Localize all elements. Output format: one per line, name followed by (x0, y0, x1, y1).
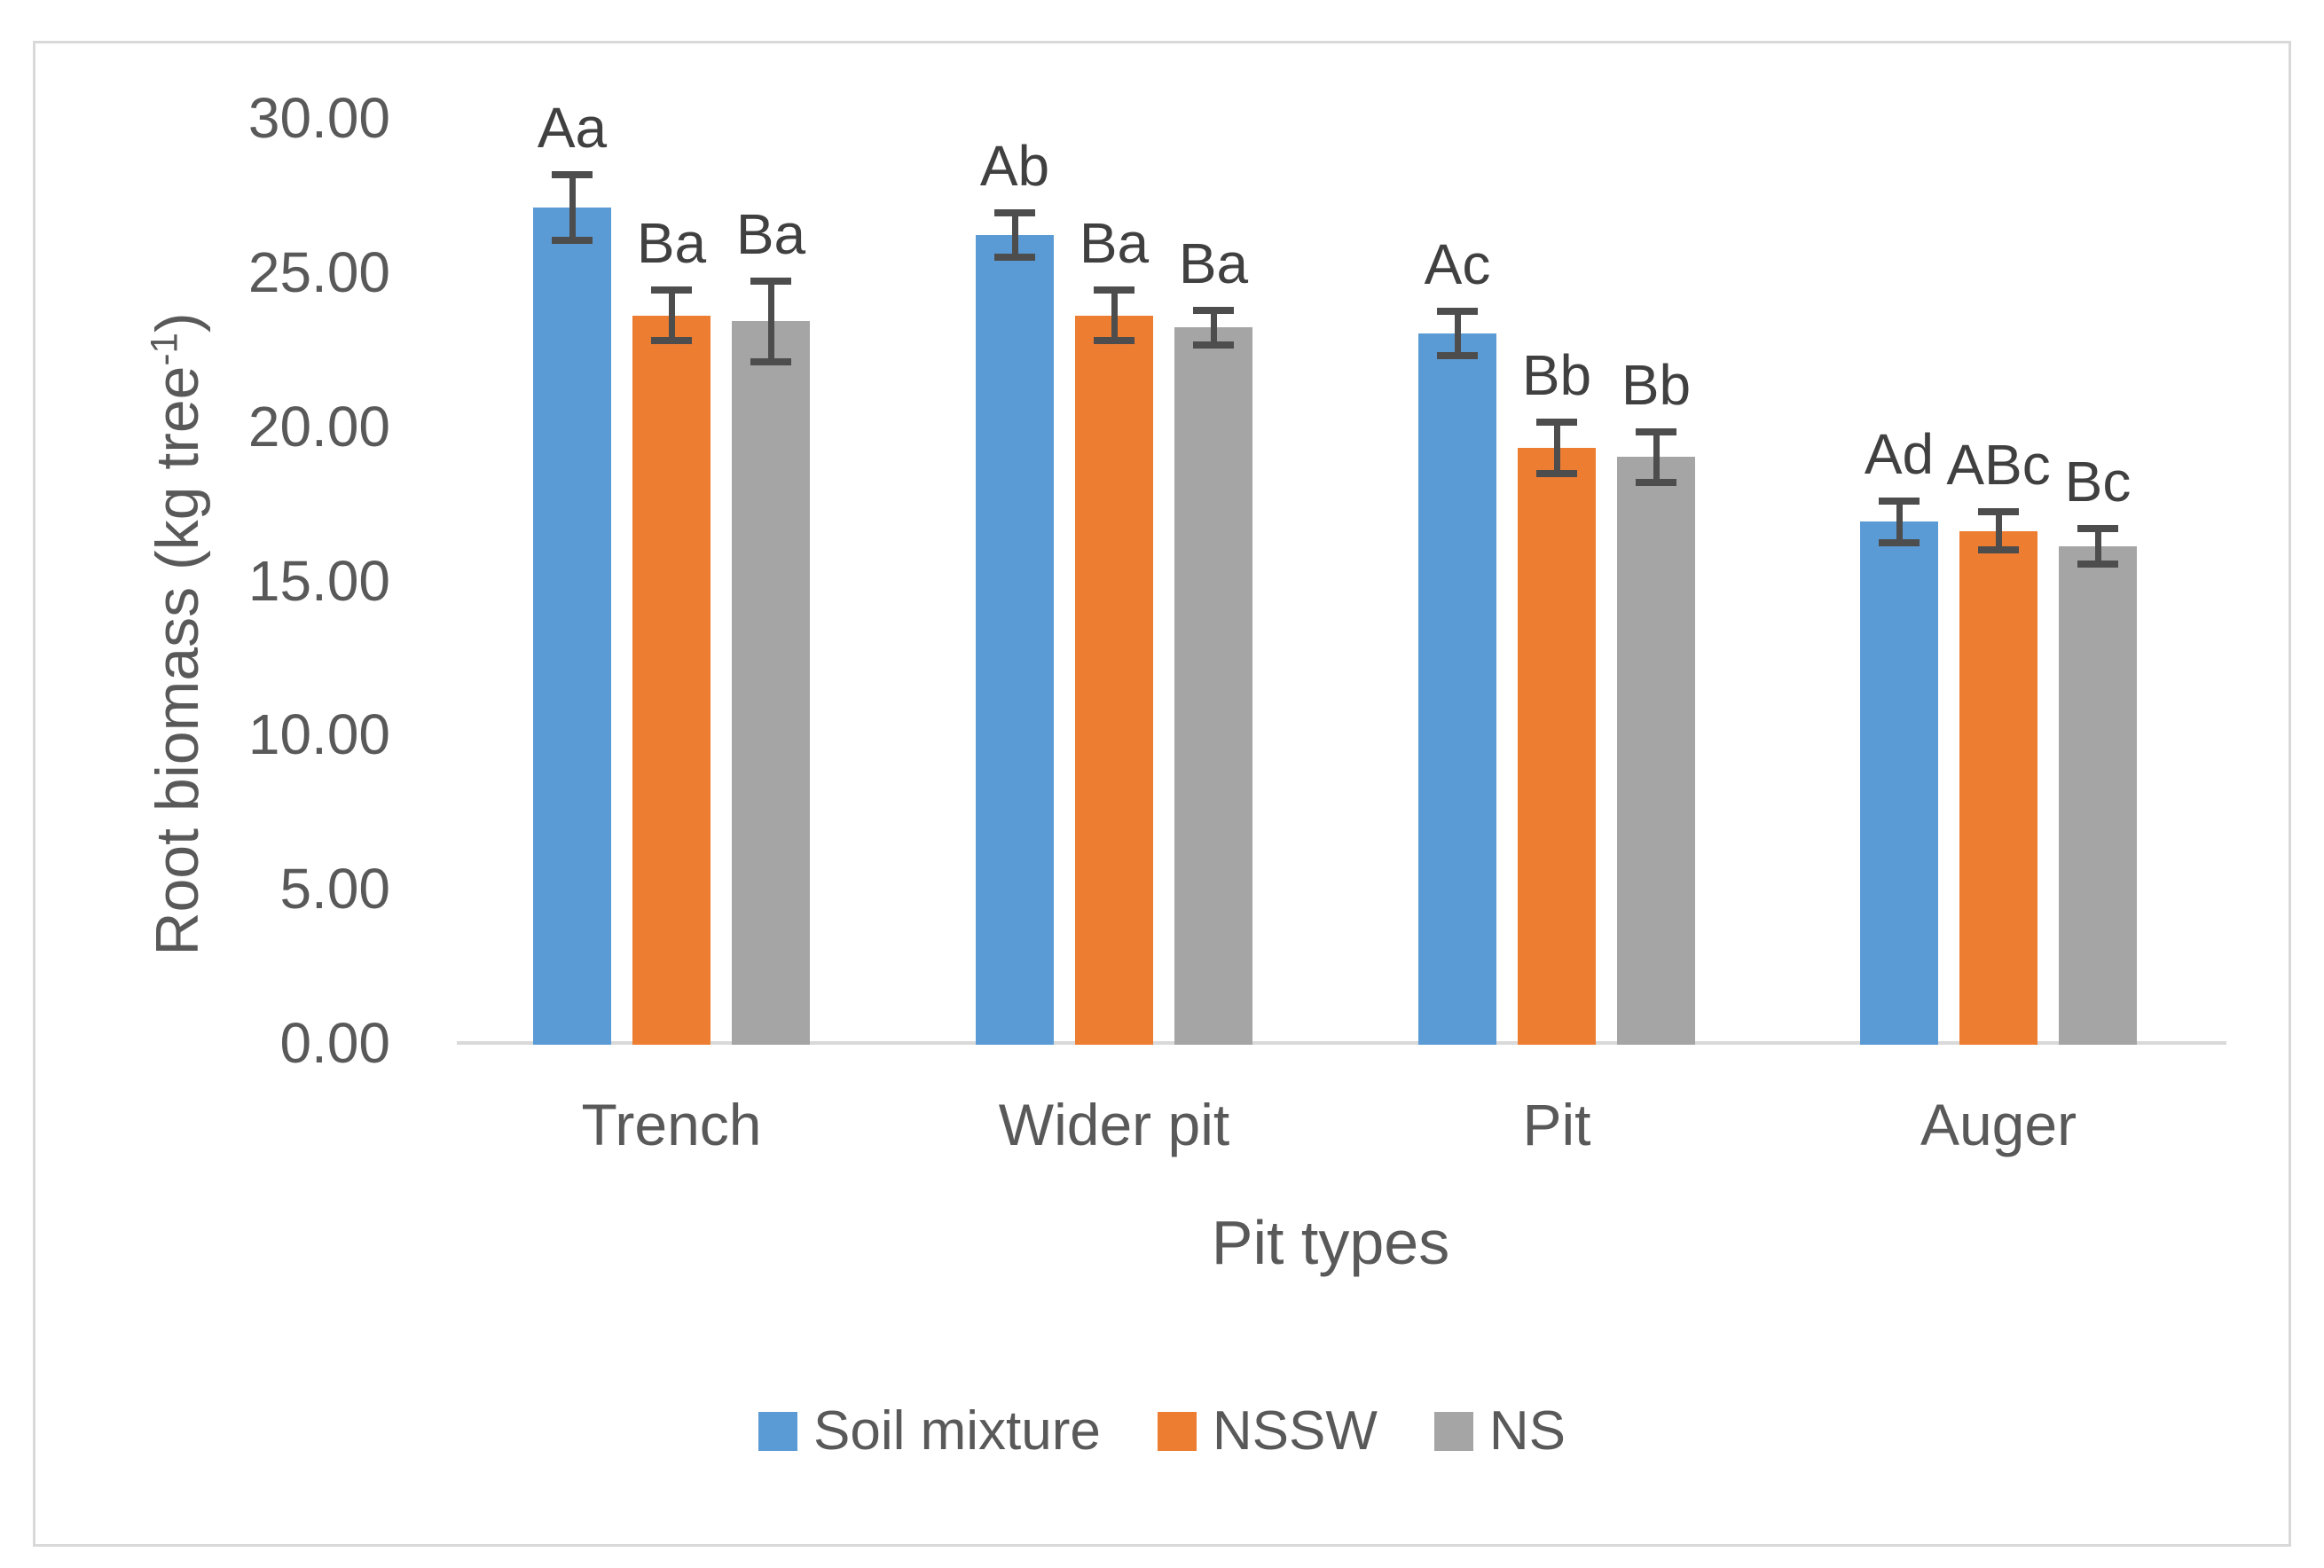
bar-nssw (1075, 315, 1153, 1045)
error-bar-cap-bottom (1536, 469, 1577, 477)
error-bar-whisker (1995, 511, 2002, 552)
significance-label: Ac (1424, 232, 1491, 297)
bar-soil-mixture (1418, 333, 1496, 1045)
error-bar-whisker (569, 173, 576, 242)
error-bar-whisker (1896, 500, 1903, 544)
y-tick-label: 30.00 (247, 86, 390, 150)
error-bar-whisker (1454, 310, 1461, 357)
significance-label: Ba (636, 210, 707, 275)
y-tick-label: 10.00 (247, 702, 390, 767)
x-axis-title: Pit types (1211, 1208, 1450, 1277)
error-bar-cap-top (2077, 525, 2118, 533)
legend-item: NS (1433, 1400, 1566, 1462)
bar-nssw (632, 315, 711, 1045)
legend-label: Soil mixture (813, 1400, 1101, 1462)
error-bar-cap-top (1978, 508, 2019, 516)
error-bar-cap-bottom (1094, 337, 1135, 345)
x-axis-line (457, 1041, 2226, 1045)
significance-label: Ab (979, 134, 1050, 199)
legend-swatch (1433, 1412, 1473, 1451)
chart-border (33, 41, 2291, 1547)
x-category-label: Pit (1522, 1092, 1591, 1157)
x-category-label: Trench (581, 1092, 762, 1157)
error-bar-cap-top (1636, 427, 1676, 435)
error-bar-whisker (668, 288, 675, 342)
legend-item: Soil mixture (758, 1403, 1101, 1460)
error-bar-cap-top (1879, 498, 1920, 506)
error-bar-whisker (767, 279, 774, 364)
significance-label: Bb (1521, 343, 1592, 408)
y-tick-label: 25.00 (247, 239, 390, 304)
significance-label: Ba (1079, 210, 1150, 275)
error-bar-cap-bottom (2077, 561, 2118, 568)
significance-label: Bc (2064, 450, 2132, 514)
legend: Soil mixture NSSW NS (0, 1402, 2324, 1461)
legend-swatch (758, 1412, 797, 1451)
bar-nssw (1518, 448, 1596, 1045)
bar-ns (1174, 327, 1252, 1045)
significance-label: Ba (1178, 231, 1249, 295)
legend-swatch (1157, 1412, 1197, 1451)
error-bar-cap-bottom (1437, 352, 1478, 360)
error-bar-cap-top (1536, 419, 1577, 427)
error-bar-whisker (2094, 528, 2101, 566)
y-axis-title-superscript: -1 (143, 333, 185, 366)
error-bar-cap-bottom (1879, 538, 1920, 546)
error-bar-whisker (1111, 288, 1118, 342)
error-bar-cap-bottom (1978, 546, 2019, 554)
legend-label: NS (1488, 1400, 1566, 1462)
error-bar-cap-top (994, 209, 1035, 217)
error-bar-cap-bottom (651, 337, 692, 345)
significance-label: Ba (735, 201, 806, 266)
error-bar-cap-bottom (994, 254, 1035, 262)
bar-soil-mixture (1860, 521, 1938, 1045)
error-bar-whisker (1011, 212, 1018, 259)
x-category-label: Wider pit (998, 1092, 1230, 1157)
error-bar-whisker (1210, 309, 1217, 347)
significance-label: Aa (537, 95, 608, 160)
error-bar-cap-bottom (1636, 478, 1676, 486)
error-bar-cap-top (1193, 306, 1234, 314)
y-tick-label: 0.00 (279, 1011, 390, 1075)
significance-label: ABc (1946, 433, 2051, 498)
legend-label: NSSW (1212, 1400, 1378, 1462)
bar-soil-mixture (976, 235, 1054, 1045)
y-tick-label: 5.00 (279, 857, 390, 921)
significance-label: Bb (1621, 352, 1692, 417)
error-bar-cap-top (552, 170, 593, 178)
error-bar-cap-bottom (552, 237, 593, 245)
bar-nssw (1959, 530, 2037, 1045)
x-category-label: Auger (1920, 1092, 2077, 1157)
error-bar-cap-top (1437, 308, 1478, 316)
bar-ns (2059, 546, 2137, 1045)
significance-label: Ad (1864, 422, 1935, 487)
y-tick-label: 15.00 (247, 548, 390, 613)
error-bar-cap-top (1094, 286, 1135, 294)
legend-item: NSSW (1157, 1400, 1378, 1462)
error-bar-whisker (1653, 430, 1660, 483)
error-bar-cap-top (651, 286, 692, 294)
y-axis-title-suffix: ) (144, 312, 211, 333)
error-bar-cap-bottom (750, 358, 791, 366)
bar-ns (732, 321, 810, 1045)
bar-ns (1617, 457, 1695, 1045)
bar-soil-mixture (533, 207, 611, 1045)
error-bar-cap-top (750, 277, 791, 285)
error-bar-cap-bottom (1193, 341, 1234, 349)
error-bar-whisker (1553, 421, 1560, 474)
y-tick-label: 20.00 (247, 394, 390, 459)
